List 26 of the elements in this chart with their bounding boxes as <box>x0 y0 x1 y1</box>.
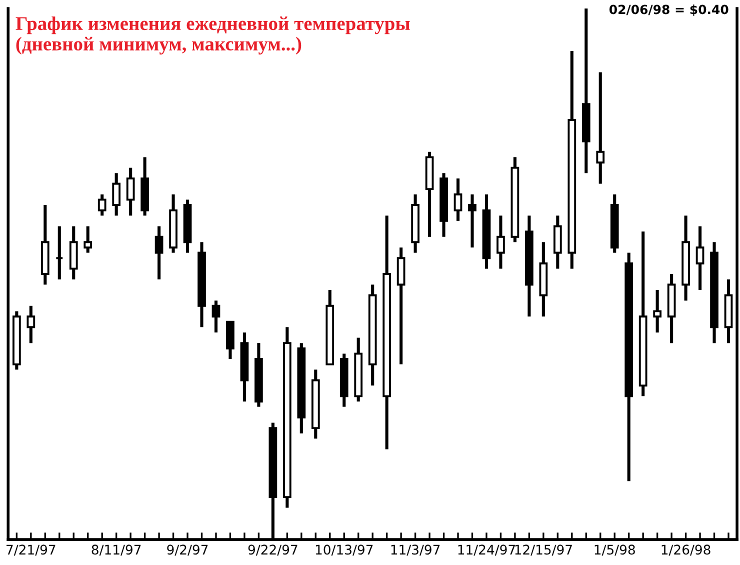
candlestick <box>496 216 505 269</box>
candlestick <box>84 226 92 253</box>
x-tick-label: 11/24/97 <box>458 544 515 556</box>
candlestick <box>212 300 220 332</box>
candlestick <box>55 226 64 280</box>
x-tick-label: 7/21/97 <box>6 544 56 556</box>
annotation: 02/06/98 = $0.40 <box>609 4 728 16</box>
x-tick-label: 12/15/97 <box>515 544 572 556</box>
candlestick <box>126 168 135 216</box>
candlestick <box>468 194 476 248</box>
candlestick <box>98 194 106 216</box>
x-tick-label: 10/13/97 <box>316 544 373 556</box>
candlestick <box>26 306 36 344</box>
x-tick-label: 11/3/97 <box>391 544 440 556</box>
candlestick <box>454 178 462 221</box>
x-tick-label: 8/11/97 <box>92 544 141 556</box>
x-tick-label: 1/5/98 <box>594 544 635 556</box>
candlestick <box>696 226 704 290</box>
candlestick <box>653 290 662 332</box>
text: График изменения ежедневной температуры (дневной минимум, максимум...) <box>16 16 410 55</box>
x-tick-label: 9/22/97 <box>248 544 298 556</box>
candlestick <box>154 226 164 280</box>
candlestick <box>596 72 605 184</box>
candlestick <box>112 173 121 216</box>
x-tick-label: 9/2/97 <box>167 544 208 556</box>
x-tick-label: 1/26/98 <box>662 544 710 556</box>
